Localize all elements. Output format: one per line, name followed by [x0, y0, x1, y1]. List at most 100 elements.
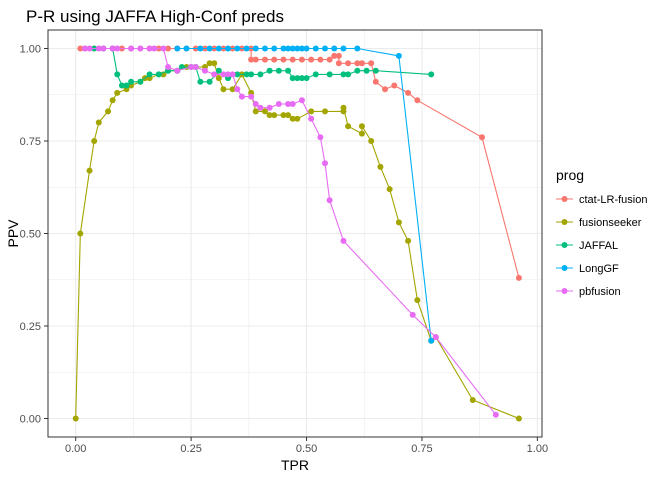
data-point-pbfusion	[192, 64, 199, 70]
data-point-longgf	[428, 337, 435, 344]
data-point-fusionseeker	[77, 230, 84, 237]
data-point-fusionseeker	[358, 123, 365, 130]
data-point-ctat-lr-fusion	[405, 89, 412, 96]
data-point-ctat-lr-fusion	[308, 56, 315, 63]
data-point-pbfusion	[275, 101, 282, 107]
data-point-fusionseeker	[358, 130, 365, 137]
legend-item-longgf: LongGF	[556, 263, 619, 275]
data-point-pbfusion	[137, 45, 144, 52]
data-point-fusionseeker	[345, 123, 352, 130]
data-point-ctat-lr-fusion	[372, 78, 379, 85]
data-point-fusionseeker	[395, 219, 402, 226]
data-point-ctat-lr-fusion	[298, 56, 305, 63]
data-point-longgf	[303, 45, 310, 52]
data-point-jaffal	[137, 78, 144, 85]
data-point-ctat-lr-fusion	[77, 45, 84, 52]
data-point-jaffal	[257, 71, 264, 78]
data-point-longgf	[271, 45, 278, 52]
legend-key-point	[561, 242, 568, 248]
data-point-ctat-lr-fusion	[354, 60, 361, 67]
legend-key-point	[561, 196, 568, 202]
data-point-ctat-lr-fusion	[358, 60, 365, 67]
legend-label: LongGF	[579, 263, 619, 275]
series-layer	[72, 45, 522, 422]
y-tick-label: 0.00	[20, 414, 41, 426]
data-point-fusionseeker	[72, 415, 79, 422]
data-point-pbfusion	[100, 45, 107, 52]
data-point-longgf	[197, 45, 204, 52]
data-point-pbfusion	[238, 93, 245, 100]
data-point-fusionseeker	[252, 108, 259, 115]
data-point-ctat-lr-fusion	[248, 56, 255, 63]
data-point-pbfusion	[266, 104, 273, 111]
data-point-longgf	[174, 45, 181, 52]
data-point-ctat-lr-fusion	[478, 134, 485, 141]
data-point-pbfusion	[95, 45, 102, 52]
data-point-fusionseeker	[206, 60, 213, 67]
data-point-longgf	[225, 45, 232, 52]
axes: 0.00 0.25 0.50 0.75 1.00 0.00 0.25 0.50 0.75 1.00	[20, 44, 549, 456]
data-point-pbfusion	[81, 45, 88, 52]
data-point-jaffal	[285, 67, 292, 74]
chart-title: P-R using JAFFA High-Conf preds	[26, 7, 284, 26]
data-point-jaffal	[345, 71, 352, 78]
data-point-jaffal	[215, 67, 222, 74]
legend-label: JAFFAL	[579, 240, 618, 252]
data-point-ctat-lr-fusion	[345, 60, 352, 67]
legend-label: fusionseeker	[579, 217, 642, 229]
data-point-ctat-lr-fusion	[391, 82, 398, 89]
data-point-longgf	[354, 45, 361, 52]
data-point-pbfusion	[285, 101, 292, 107]
data-point-pbfusion	[252, 101, 259, 107]
data-point-ctat-lr-fusion	[271, 56, 278, 63]
data-point-longgf	[215, 45, 222, 52]
data-point-jaffal	[303, 75, 310, 82]
data-point-pbfusion	[146, 45, 153, 52]
data-point-pbfusion	[234, 86, 241, 93]
data-point-fusionseeker	[261, 108, 268, 115]
data-point-jaffal	[289, 75, 296, 82]
legend-label: ctat-LR-fusion	[579, 194, 647, 206]
data-point-pbfusion	[308, 115, 315, 122]
x-tick-label: 0.75	[411, 443, 432, 455]
x-tick-label: 0.25	[180, 443, 201, 455]
data-point-pbfusion	[317, 134, 324, 141]
data-point-fusionseeker	[211, 60, 218, 67]
data-point-fusionseeker	[86, 167, 93, 174]
data-point-fusionseeker	[289, 115, 296, 122]
y-tick-label: 1.00	[20, 44, 41, 56]
data-point-jaffal	[363, 67, 370, 74]
series-longgf	[174, 45, 435, 344]
data-point-pbfusion	[109, 45, 116, 52]
data-point-fusionseeker	[308, 108, 315, 115]
grid	[48, 30, 542, 437]
data-point-jaffal	[275, 67, 282, 74]
data-point-jaffal	[266, 67, 273, 74]
data-point-fusionseeker	[469, 397, 476, 403]
data-point-pbfusion	[409, 311, 416, 318]
x-tick-label: 1.00	[527, 443, 548, 455]
data-point-jaffal	[206, 78, 213, 85]
legend-item-ctat-lr-fusion: ctat-LR-fusion	[556, 194, 647, 206]
data-point-fusionseeker	[105, 108, 112, 115]
data-point-ctat-lr-fusion	[515, 274, 522, 281]
data-point-pbfusion	[128, 45, 135, 52]
data-point-jaffal	[243, 71, 250, 78]
data-point-jaffal	[114, 71, 121, 78]
data-point-jaffal	[155, 71, 162, 78]
data-point-pbfusion	[257, 104, 264, 111]
data-point-pbfusion	[86, 45, 93, 52]
x-tick-label: 0.50	[296, 443, 317, 455]
legend-key-point	[561, 219, 568, 225]
data-point-pbfusion	[289, 101, 296, 107]
data-point-fusionseeker	[215, 75, 222, 82]
data-point-pbfusion	[165, 64, 172, 70]
legend-title: prog	[556, 167, 584, 183]
data-point-jaffal	[372, 67, 379, 74]
data-point-fusionseeker	[114, 89, 121, 96]
data-point-ctat-lr-fusion	[280, 56, 287, 63]
data-point-longgf	[234, 45, 241, 52]
data-point-fusionseeker	[515, 415, 522, 422]
data-point-jaffal	[234, 71, 241, 78]
legend-item-jaffal: JAFFAL	[556, 240, 618, 252]
